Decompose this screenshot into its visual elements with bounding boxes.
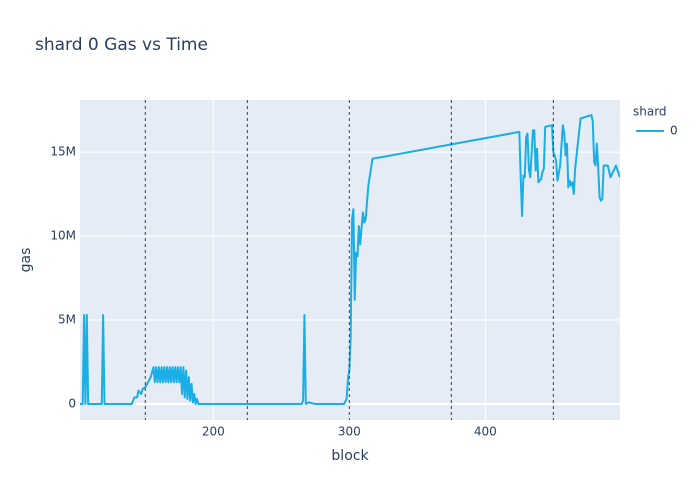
marks	[80, 100, 620, 420]
x-tick-label: 200	[202, 425, 225, 439]
x-tick-label: 400	[474, 425, 497, 439]
x-tick-label: 300	[338, 425, 361, 439]
series-line	[80, 114, 620, 406]
legend-title: shard	[633, 105, 667, 119]
legend-label[interactable]: 0	[670, 124, 678, 138]
chart-title: shard 0 Gas vs Time	[35, 35, 208, 55]
y-tick-label: 10M	[50, 229, 76, 243]
y-tick-label: 5M	[58, 313, 76, 327]
y-tick-label: 0	[68, 397, 76, 411]
x-axis-label: block	[331, 448, 369, 464]
y-axis-label: gas	[18, 248, 34, 273]
grid	[80, 100, 620, 420]
y-tick-label: 15M	[50, 145, 76, 159]
